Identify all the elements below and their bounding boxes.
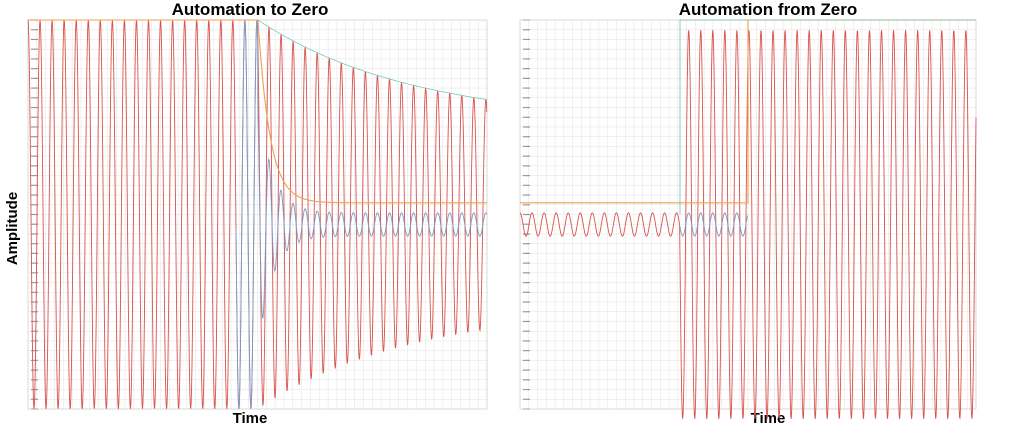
y-tick-label (31, 136, 38, 138)
series-line (679, 19, 976, 215)
y-tick-label (523, 388, 530, 391)
y-tick-label (523, 29, 530, 31)
chart-title: Automation from Zero (678, 0, 858, 19)
y-tick-label (31, 126, 38, 128)
y-tick-label (523, 175, 530, 177)
series-line (28, 19, 487, 204)
y-tick-label (31, 252, 38, 254)
y-tick-label (31, 369, 38, 371)
y-tick-label (31, 301, 38, 303)
y-tick-label (523, 68, 530, 70)
y-tick-label (31, 87, 38, 89)
y-tick-label (523, 223, 530, 225)
y-tick-label (523, 272, 530, 274)
y-tick-label (31, 106, 38, 109)
y-tick-label (523, 340, 530, 342)
y-tick-label (523, 379, 530, 381)
y-tick-label (31, 213, 38, 216)
y-tick-label (523, 194, 530, 196)
y-tick-label (31, 262, 38, 264)
y-tick-label (523, 369, 530, 371)
y-tick-label (31, 320, 38, 323)
chart-automation-to-zero: Automation to Zero Amplitude Time (0, 0, 500, 429)
chart-automation-from-zero: Automation from Zero Time (512, 0, 1024, 429)
y-tick-label (31, 350, 38, 352)
y-tick-label (523, 359, 530, 361)
y-tick-label (31, 175, 38, 177)
y-tick-label (523, 301, 530, 303)
y-tick-label (31, 155, 38, 157)
y-tick-label (523, 204, 530, 206)
y-tick-label (31, 165, 38, 167)
y-tick-label (523, 97, 530, 99)
y-tick-label (31, 223, 38, 225)
y-tick-label (523, 38, 530, 41)
y-tick-label (31, 116, 38, 118)
y-tick-label (31, 194, 38, 196)
grid (27, 19, 488, 410)
y-tick-label (523, 145, 530, 148)
y-tick-label (523, 48, 530, 50)
y-tick-label (31, 29, 38, 31)
y-tick-label (31, 340, 38, 342)
plot-area (519, 19, 977, 420)
plot-area (27, 19, 488, 410)
y-tick-label (31, 291, 38, 293)
y-tick-label (523, 320, 530, 323)
series-line (679, 212, 749, 237)
y-tick-label (31, 379, 38, 381)
chart-title: Automation to Zero (171, 0, 329, 19)
y-tick-label (31, 184, 38, 186)
y-tick-label (31, 330, 38, 332)
y-tick-label (523, 213, 530, 216)
y-tick-label (523, 291, 530, 293)
y-tick-label (31, 68, 38, 70)
y-tick-label (523, 243, 530, 245)
series-line (257, 19, 488, 100)
y-tick-label (523, 184, 530, 186)
y-tick-label (523, 116, 530, 118)
y-tick-label (31, 97, 38, 99)
y-tick-label (523, 350, 530, 352)
y-tick-label (31, 145, 38, 148)
y-tick-label (31, 204, 38, 206)
y-tick-label (31, 233, 38, 235)
y-tick-label (523, 311, 530, 313)
y-tick-label (523, 398, 530, 400)
series-line (235, 20, 488, 409)
y-tick-label (523, 106, 530, 109)
y-tick-label (31, 48, 38, 50)
y-tick-label (523, 262, 530, 264)
y-tick-label (523, 136, 530, 138)
y-tick-label (523, 77, 530, 79)
y-tick-label (523, 252, 530, 254)
y-tick-label (31, 359, 38, 361)
y-tick-label (523, 87, 530, 89)
y-tick-label (523, 233, 530, 235)
y-tick-label (31, 281, 38, 284)
y-tick-label (31, 243, 38, 245)
y-tick-label (31, 38, 38, 41)
y-tick-label (31, 311, 38, 313)
x-axis-label: Time (232, 410, 268, 427)
y-tick-label (523, 281, 530, 284)
y-tick-label (523, 165, 530, 167)
y-tick-label (523, 126, 530, 128)
y-tick-label (31, 58, 38, 60)
y-tick-label (31, 77, 38, 79)
y-tick-label (523, 155, 530, 157)
x-axis-label: Time (750, 410, 786, 427)
y-tick-label (523, 330, 530, 332)
y-tick-label (523, 58, 530, 60)
y-tick-label (31, 272, 38, 274)
